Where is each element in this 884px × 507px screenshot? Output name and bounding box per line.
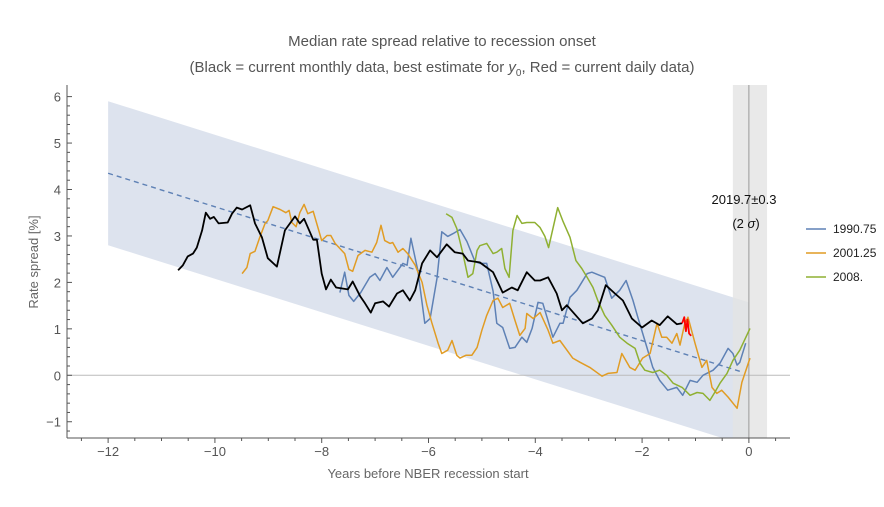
x-axis-label: Years before NBER recession start	[327, 466, 529, 481]
series-line-2001-25	[241, 203, 751, 410]
x-tick-label: −2	[635, 444, 650, 459]
y-tick-label: 1	[54, 322, 61, 337]
y-axis-label: Rate spread [%]	[26, 215, 41, 308]
series-line-monthly	[177, 204, 683, 329]
confidence-band	[108, 101, 749, 438]
series-line-1990-75	[339, 228, 747, 397]
chart-title: Median rate spread relative to recession…	[288, 33, 597, 50]
x-tick-label: −6	[421, 444, 436, 459]
y-tick-label: −1	[46, 415, 61, 430]
y-tick-label: 3	[54, 229, 61, 244]
y-tick-label: 4	[54, 183, 61, 198]
y-tick-label: 0	[54, 368, 61, 383]
y-tick-label: 5	[54, 136, 61, 151]
series-line-2008	[445, 206, 751, 402]
annotation-estimate: 2019.7±0.3	[712, 192, 777, 207]
annotation-sigma: (2 σ)	[732, 216, 759, 231]
x-tick-label: −4	[528, 444, 543, 459]
onset-window	[732, 85, 768, 438]
x-tick-label: −12	[97, 444, 119, 459]
plot-content	[67, 85, 790, 438]
series-line-daily	[681, 316, 692, 337]
legend: 1990.75 2001.25 2008.	[806, 222, 877, 284]
legend-label: 1990.75	[833, 222, 877, 236]
x-tick-label: −10	[204, 444, 226, 459]
trend-line	[107, 172, 744, 374]
legend-label: 2008.	[833, 270, 863, 284]
y-tick-label: 6	[54, 90, 61, 105]
legend-label: 2001.25	[833, 246, 877, 260]
y-tick-label: 2	[54, 275, 61, 290]
x-tick-label: 0	[745, 444, 752, 459]
x-tick-label: −8	[314, 444, 329, 459]
chart-subtitle: (Black = current monthly data, best esti…	[190, 59, 695, 79]
